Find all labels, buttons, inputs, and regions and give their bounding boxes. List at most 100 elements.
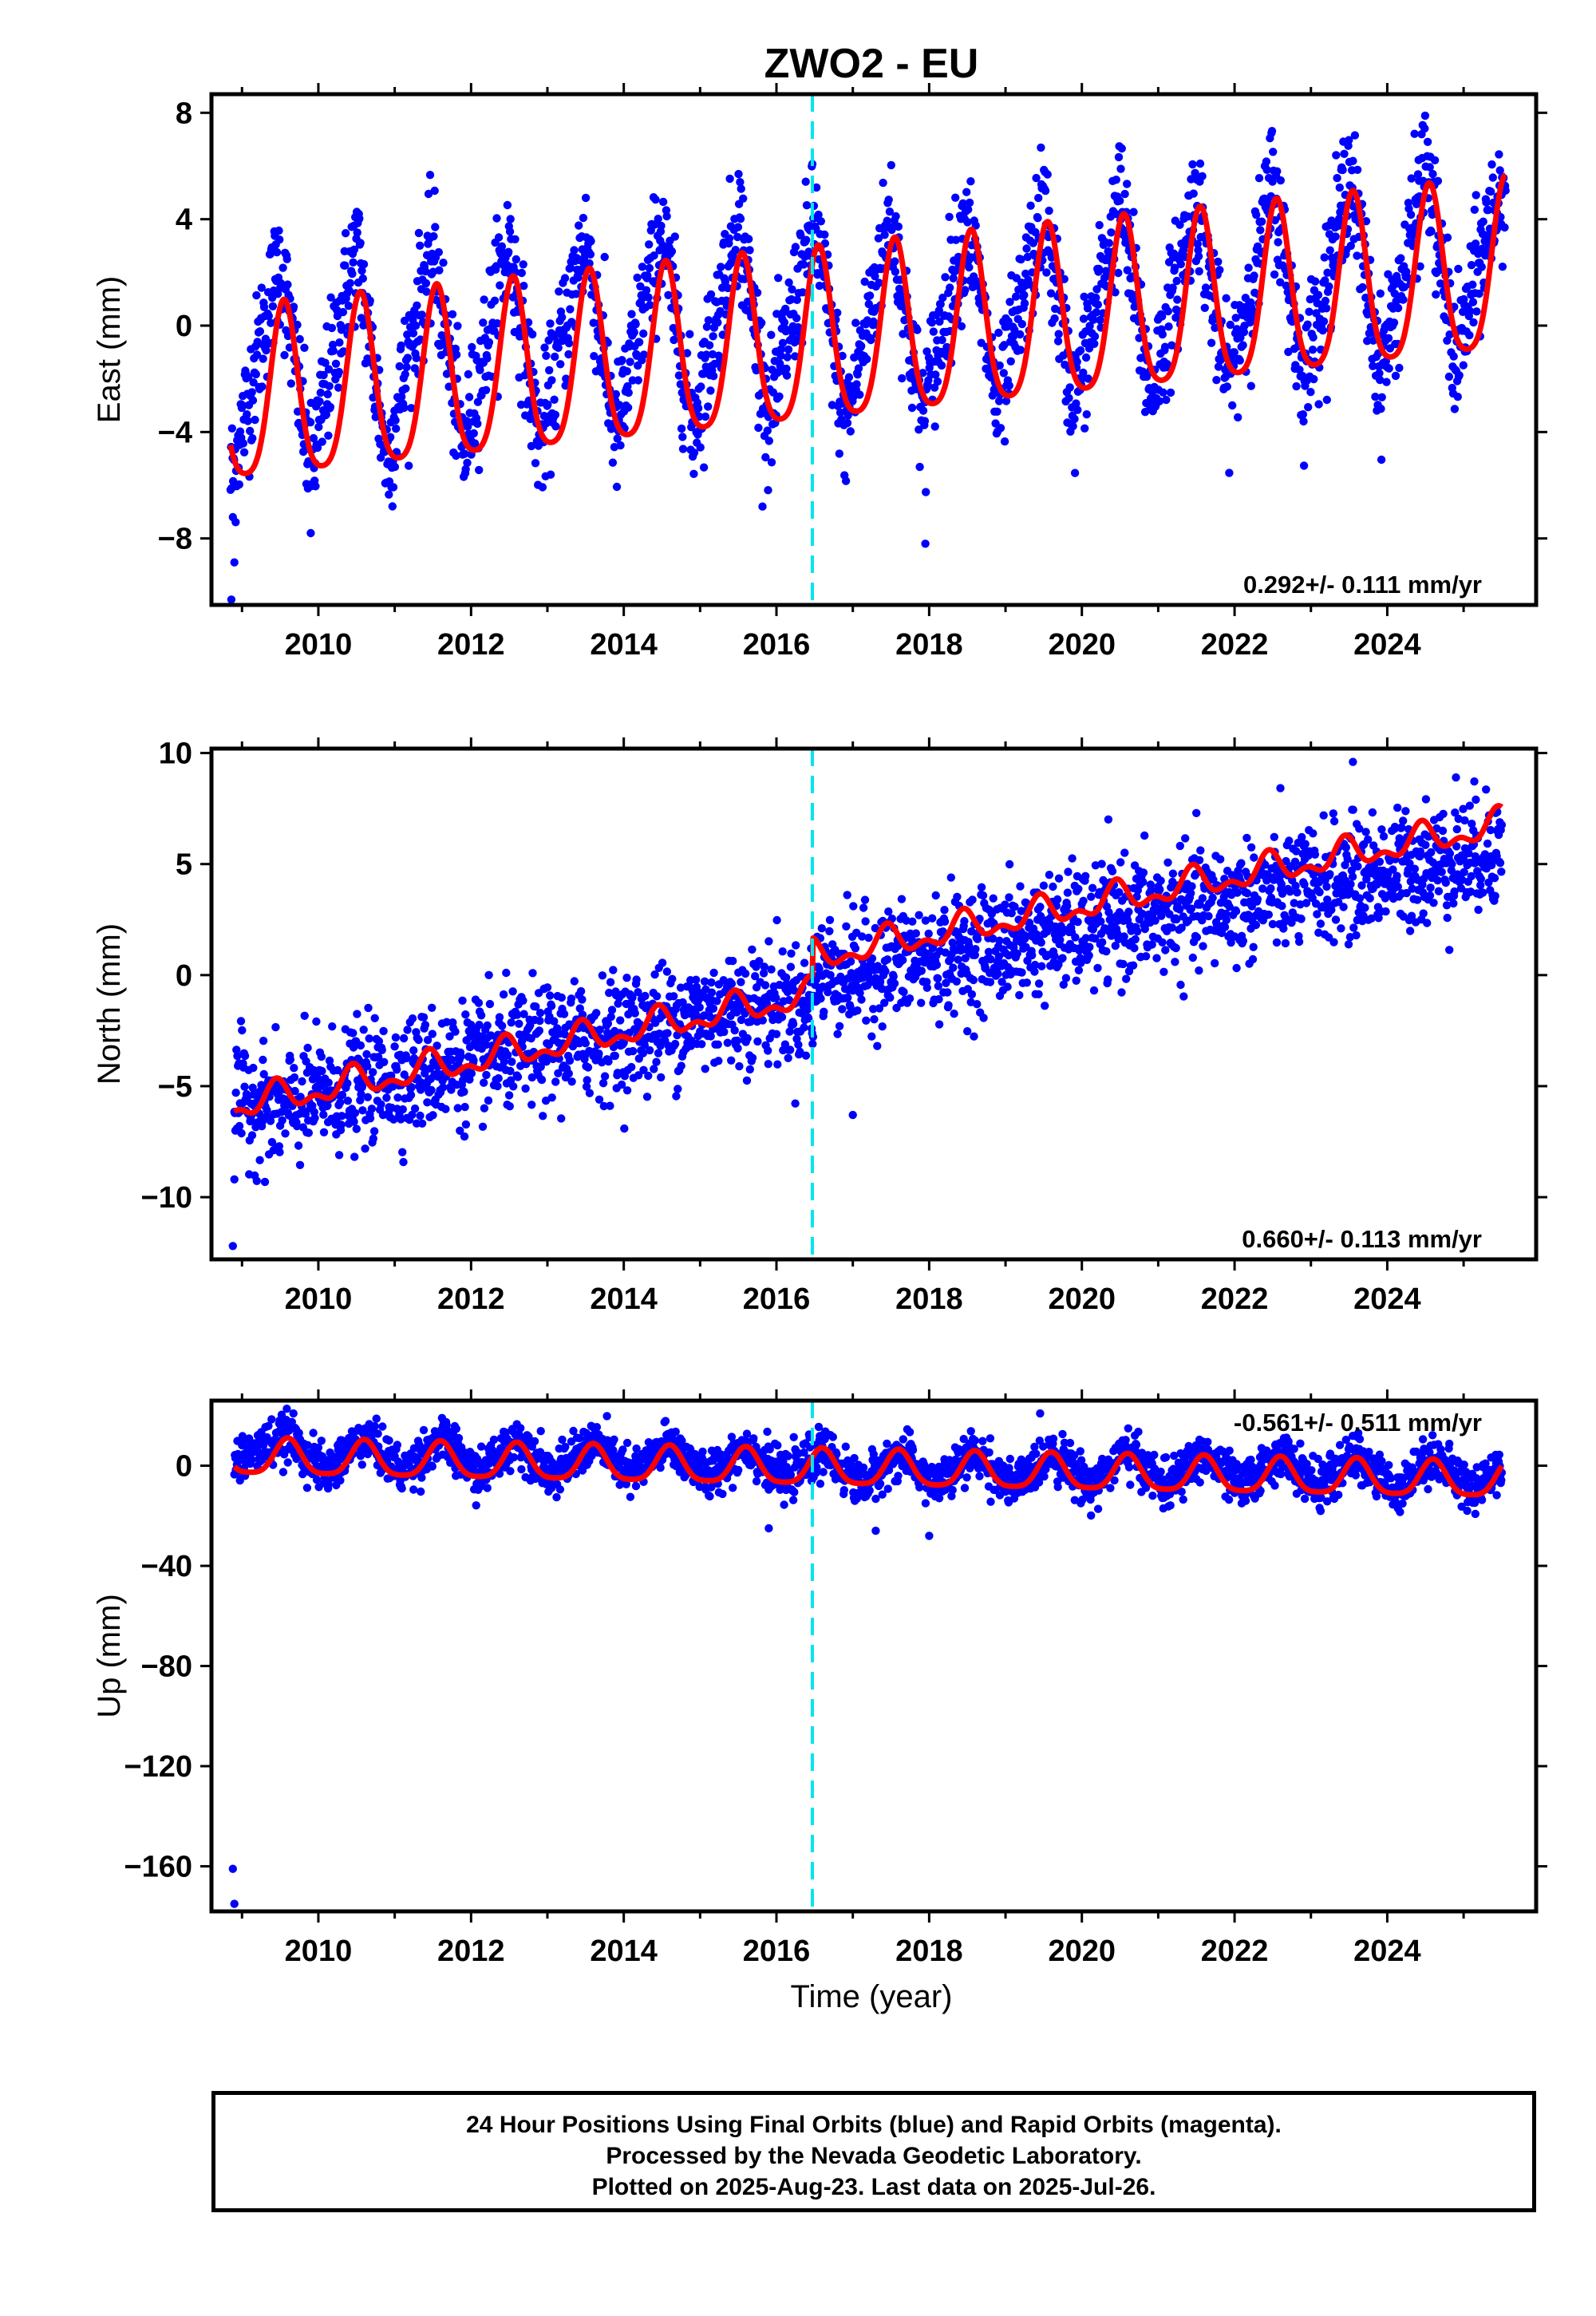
east-data-point — [1391, 371, 1400, 381]
north-data-point — [609, 966, 618, 974]
east-data-point — [1311, 277, 1320, 286]
east-data-point — [772, 310, 781, 318]
north-data-point — [1084, 951, 1093, 960]
north-data-point — [410, 1104, 420, 1113]
east-data-point — [566, 305, 575, 314]
north-data-point — [967, 927, 976, 936]
east-data-point — [612, 482, 622, 492]
north-data-point — [787, 949, 796, 958]
east-data-point — [1254, 174, 1264, 183]
east-data-point — [1004, 317, 1013, 326]
east-data-point — [999, 369, 1009, 377]
north-data-point — [1058, 954, 1067, 962]
east-data-point — [754, 423, 763, 433]
north-data-point — [1005, 893, 1013, 902]
east-data-point — [575, 221, 583, 230]
east-data-point — [1022, 244, 1031, 253]
north-data-point — [764, 937, 773, 946]
east-data-point — [1455, 371, 1464, 380]
east-outlier-point — [230, 558, 239, 567]
north-data-point — [1089, 986, 1099, 995]
north-data-point — [733, 1036, 742, 1045]
north-data-point — [377, 1100, 385, 1109]
north-data-point — [286, 1055, 295, 1064]
east-data-point — [931, 370, 940, 379]
north-data-point — [706, 1032, 715, 1041]
east-data-point — [626, 358, 634, 366]
east-data-point — [961, 286, 970, 294]
north-data-point — [1115, 887, 1124, 897]
east-data-point — [295, 334, 304, 344]
east-data-point — [965, 198, 974, 207]
north-data-point — [709, 968, 718, 978]
north-data-point — [1426, 883, 1435, 892]
east-data-point — [512, 255, 520, 264]
north-data-point — [986, 954, 995, 964]
north-data-point — [421, 1069, 429, 1078]
north-data-point — [788, 1020, 798, 1029]
north-data-point — [247, 1131, 257, 1140]
east-data-point — [1454, 264, 1463, 274]
east-data-point — [448, 310, 457, 318]
east-plot-area — [226, 94, 1510, 605]
north-data-point — [484, 970, 493, 980]
east-data-point — [334, 367, 343, 377]
east-data-point — [936, 300, 945, 309]
north-data-point — [275, 1148, 284, 1156]
north-data-point — [235, 1121, 244, 1131]
east-data-point — [705, 341, 714, 350]
north-data-point — [674, 1085, 682, 1093]
north-data-point — [1010, 902, 1019, 911]
east-data-point — [951, 193, 960, 202]
north-data-point — [1022, 978, 1032, 987]
north-data-point — [1141, 952, 1151, 961]
east-data-point — [639, 350, 649, 359]
north-data-point — [1248, 954, 1258, 964]
east-data-point — [558, 313, 567, 322]
east-data-point — [323, 389, 332, 399]
east-data-point — [1191, 168, 1199, 177]
north-data-point — [551, 1077, 560, 1086]
north-data-point — [952, 977, 962, 986]
east-data-point — [934, 306, 944, 315]
east-data-point — [796, 231, 805, 240]
east-data-point — [784, 278, 793, 287]
east-data-point — [685, 330, 694, 338]
east-data-point — [1009, 332, 1018, 341]
north-data-point — [899, 987, 908, 997]
east-data-point — [356, 239, 365, 247]
east-data-point — [247, 388, 256, 397]
north-data-point — [380, 1057, 389, 1067]
north-data-point — [1460, 816, 1469, 825]
north-data-point — [1198, 894, 1207, 903]
east-data-point — [401, 370, 409, 379]
east-data-point — [327, 323, 337, 333]
east-data-point — [1111, 288, 1120, 297]
east-data-point — [1155, 397, 1164, 405]
north-data-point — [1122, 974, 1131, 983]
north-data-point — [1017, 968, 1026, 977]
east-data-point — [639, 329, 648, 338]
east-data-point — [318, 437, 326, 446]
north-data-point — [878, 1022, 887, 1031]
east-data-point — [562, 374, 571, 383]
east-data-point — [547, 376, 556, 385]
east-data-point — [1214, 257, 1223, 267]
north-data-point — [484, 1096, 493, 1105]
north-data-point — [606, 978, 615, 986]
east-data-point — [235, 480, 243, 489]
north-data-point — [1159, 967, 1168, 977]
north-data-point — [1276, 784, 1285, 792]
east-data-point — [1420, 124, 1429, 133]
chart-title: ZWO2 - EU — [764, 41, 979, 87]
east-data-point — [528, 330, 537, 339]
north-data-point — [1053, 895, 1062, 904]
east-data-point — [268, 302, 278, 310]
north-data-point — [480, 1104, 489, 1113]
north-data-point — [1220, 923, 1230, 931]
east-data-point — [1037, 143, 1045, 152]
east-data-point — [1017, 319, 1027, 329]
east-data-point — [1353, 251, 1361, 260]
north-data-point — [880, 998, 889, 1007]
north-data-point — [391, 1033, 401, 1042]
